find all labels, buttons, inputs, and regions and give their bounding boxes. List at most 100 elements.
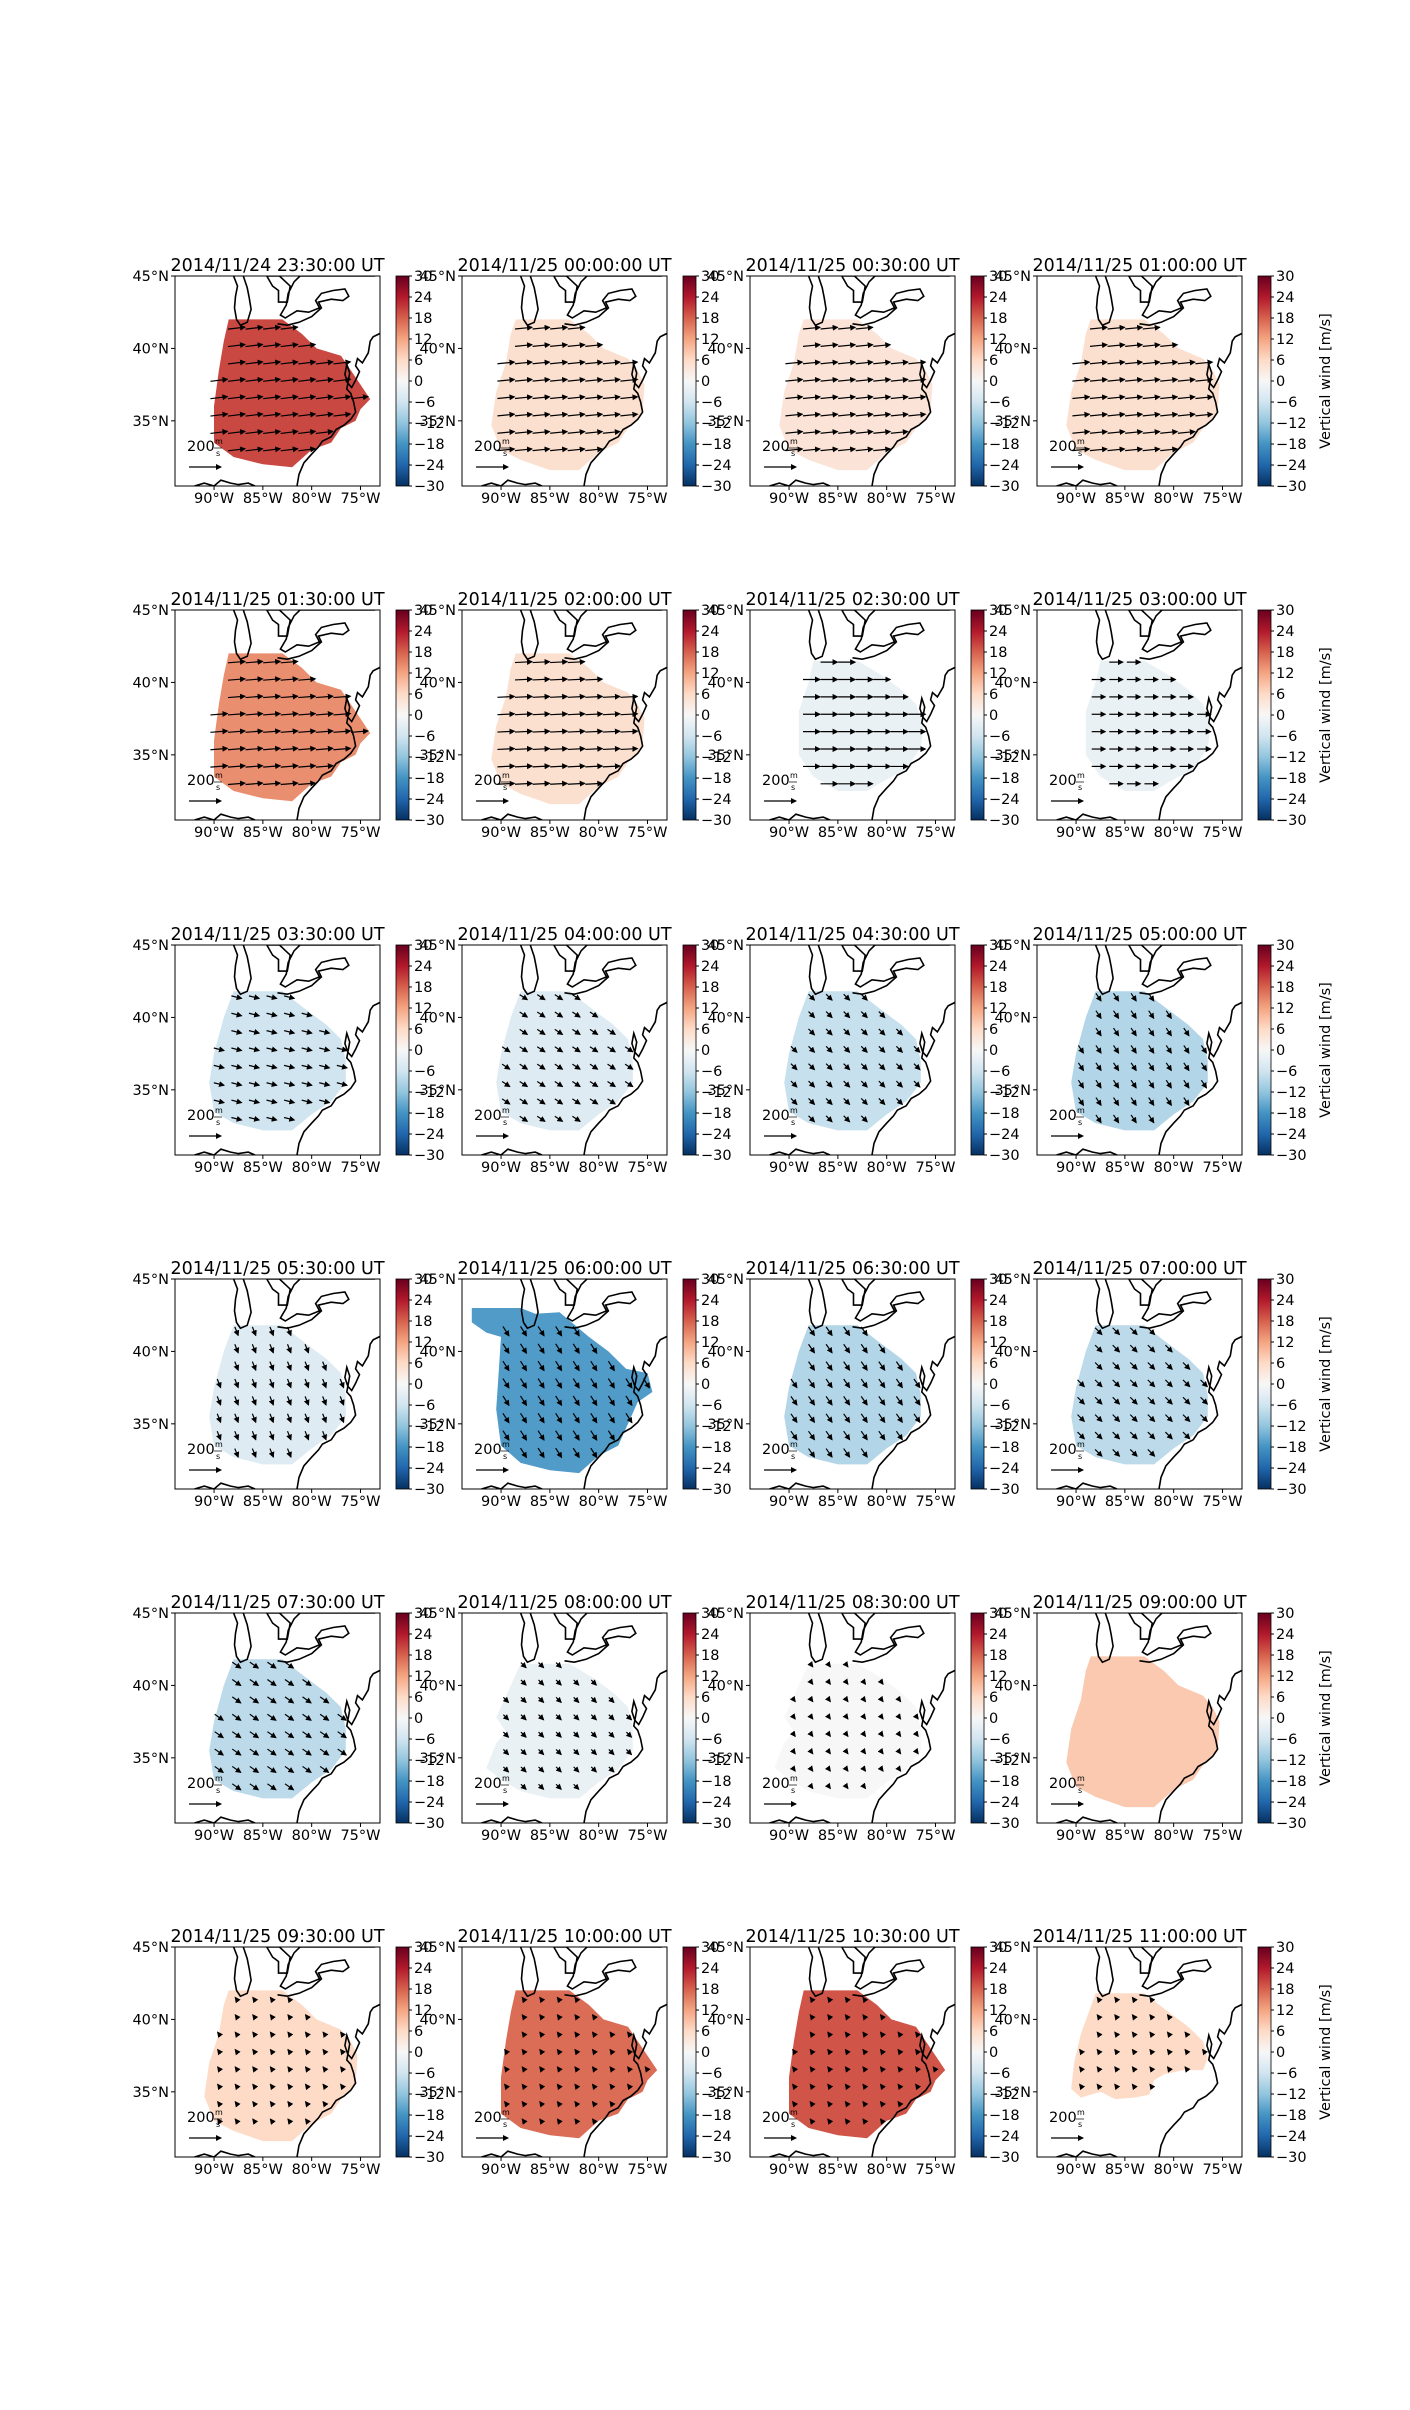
wind-vector	[284, 1731, 295, 1739]
colorbar-tick-label: −24	[701, 1461, 732, 1477]
x-tick-label: 75°W	[915, 491, 955, 507]
wind-vector	[210, 763, 229, 770]
wind-vector	[1112, 1414, 1121, 1423]
great-lakes-outline	[564, 610, 663, 661]
wind-vector	[554, 1098, 564, 1105]
wind-vector	[1142, 429, 1161, 436]
colorbar	[395, 1612, 410, 1824]
colorbar-label: Vertical wind [m/s]	[1318, 982, 1334, 1118]
wind-vector	[860, 1063, 868, 1071]
wind-vector	[550, 411, 569, 418]
colorbar-tick-label: −18	[414, 1440, 445, 1456]
wind-vector	[913, 1378, 921, 1389]
x-tick-label: 75°W	[627, 825, 667, 841]
y-tick-label: 40°N	[132, 1344, 169, 1360]
wind-vector	[860, 1028, 868, 1036]
x-tick-label: 90°W	[194, 825, 234, 841]
wind-vector	[607, 1430, 615, 1441]
y-tick-label: 40°N	[419, 1678, 456, 1694]
wind-vector	[210, 429, 229, 435]
colorbar-tick-label: −30	[989, 1816, 1020, 1832]
y-tick-label: 40°N	[994, 341, 1031, 357]
colorbar-tick-label: 12	[989, 1335, 1007, 1351]
wind-vector	[1129, 1362, 1138, 1371]
wind-vector	[263, 658, 282, 665]
wind-vector	[585, 429, 604, 436]
wind-vector	[298, 411, 317, 418]
wind-vector	[227, 763, 246, 770]
wind-vector	[514, 376, 533, 383]
map-area	[1037, 945, 1242, 1155]
colorbar	[682, 1612, 697, 1824]
gulf-coast	[481, 479, 543, 486]
y-tick-label: 40°N	[132, 341, 169, 357]
colorbar-tick-label: 24	[701, 1293, 719, 1309]
wind-vector	[550, 394, 569, 401]
wind-vector	[873, 429, 892, 436]
wind-vector	[249, 1783, 260, 1791]
wind-vector	[860, 1011, 868, 1019]
wind-vector	[808, 1361, 816, 1371]
wind-vector	[1160, 446, 1179, 453]
colorbar-tick-label: 18	[414, 645, 432, 661]
wind-vector	[802, 446, 821, 453]
wind-vector	[514, 446, 533, 453]
quiver-key-value: 200	[187, 2110, 215, 2126]
wind-vector	[890, 376, 909, 383]
wind-vector	[520, 1783, 527, 1791]
wind-vector	[266, 1046, 278, 1053]
y-tick-label: 45°N	[132, 1606, 169, 1622]
wind-vector	[555, 1447, 563, 1459]
coastline	[871, 1001, 955, 1155]
wind-vector	[231, 1063, 243, 1070]
colorbar-tick-label: 18	[989, 311, 1007, 327]
wind-vector	[1077, 1045, 1085, 1054]
colorbar-tick-label: −6	[989, 729, 1010, 745]
gulf-coast	[1056, 1482, 1118, 1489]
wind-vector	[908, 376, 927, 383]
wind-vector	[802, 376, 821, 383]
colorbar-tick-label: −18	[414, 1106, 445, 1122]
colorbar-tick-label: 12	[701, 1669, 719, 1685]
quiver-key-unit-den: s	[791, 783, 795, 792]
wind-vector	[502, 1326, 510, 1337]
great-lakes-outline	[277, 1613, 376, 1664]
wind-vector	[1129, 1396, 1138, 1405]
wind-vector	[233, 1413, 240, 1424]
colorbar-tick-label: 6	[1276, 1022, 1285, 1038]
x-tick-label: 85°W	[530, 1160, 570, 1176]
wind-vector	[550, 728, 569, 735]
wind-vector	[602, 693, 621, 700]
quiver-key-unit-den: s	[503, 1118, 507, 1127]
y-tick-label: 45°N	[419, 269, 456, 285]
map-frame	[174, 275, 381, 487]
map-frame	[461, 1612, 668, 1824]
map-frame	[461, 944, 668, 1156]
colorbar-tick-label: 18	[414, 1314, 432, 1330]
wind-vector	[302, 1731, 312, 1739]
wind-vector	[785, 376, 804, 383]
colorbar	[395, 609, 410, 821]
y-tick-label: 35°N	[994, 414, 1031, 430]
wind-vector	[537, 1430, 545, 1441]
map-area	[462, 610, 667, 820]
wind-vector	[1160, 342, 1179, 349]
wind-vector	[532, 745, 551, 752]
colorbar-tick-label: 24	[1276, 1293, 1294, 1309]
colorbar-tick-label: −6	[414, 729, 435, 745]
quiver-key-unit-num: m	[790, 1774, 798, 1783]
colorbar-tick-label: −24	[1276, 2129, 1307, 2145]
wind-vector	[286, 1326, 292, 1337]
wind-vector	[555, 1378, 563, 1389]
wind-vector	[497, 780, 516, 787]
y-tick-label: 45°N	[707, 1606, 744, 1622]
wind-vector	[572, 1360, 580, 1372]
colorbar-tick-label: −24	[414, 1795, 445, 1811]
colorbar-tick-label: 18	[1276, 1314, 1294, 1330]
y-tick-label: 35°N	[419, 414, 456, 430]
colorbar-tick-label: −24	[1276, 458, 1307, 474]
wind-vector	[284, 1783, 295, 1791]
wind-vector	[280, 745, 299, 752]
colorbar-tick-label: 30	[414, 269, 432, 285]
wind-vector	[808, 1115, 816, 1123]
